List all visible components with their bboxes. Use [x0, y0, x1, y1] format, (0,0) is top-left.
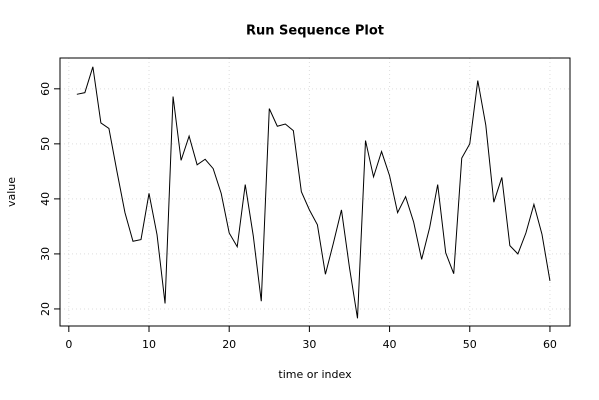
y-tick-label: 30 [39, 247, 52, 261]
y-tick-label: 50 [39, 137, 52, 151]
x-tick-label: 30 [302, 338, 316, 351]
x-axis-label: time or index [278, 368, 352, 381]
y-tick-label: 20 [39, 302, 52, 316]
x-tick-label: 0 [65, 338, 72, 351]
x-tick-label: 60 [543, 338, 557, 351]
plot-frame [59, 57, 571, 327]
x-tick-label: 20 [222, 338, 236, 351]
y-tick-label: 60 [39, 82, 52, 96]
y-axis-label: value [5, 177, 18, 207]
data-line [76, 66, 551, 319]
chart-title: Run Sequence Plot [246, 24, 384, 39]
x-tick-label: 50 [463, 338, 477, 351]
x-tick-label: 40 [383, 338, 397, 351]
x-tick-label: 10 [142, 338, 156, 351]
y-tick-label: 40 [39, 192, 52, 206]
